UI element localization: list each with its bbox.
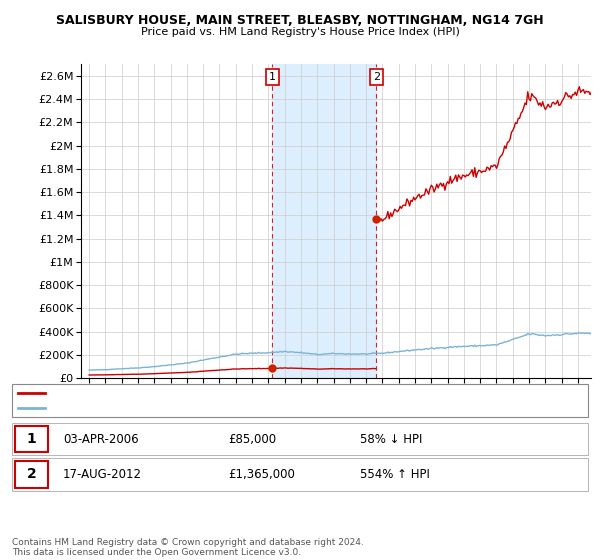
Text: SALISBURY HOUSE, MAIN STREET, BLEASBY, NOTTINGHAM, NG14 7GH: SALISBURY HOUSE, MAIN STREET, BLEASBY, N… — [56, 14, 544, 27]
Text: 1: 1 — [26, 432, 37, 446]
Text: SALISBURY HOUSE, MAIN STREET, BLEASBY, NOTTINGHAM, NG14 7GH (detached house): SALISBURY HOUSE, MAIN STREET, BLEASBY, N… — [51, 389, 469, 398]
Text: £1,365,000: £1,365,000 — [228, 468, 295, 481]
Text: HPI: Average price, detached house, Newark and Sherwood: HPI: Average price, detached house, Newa… — [51, 403, 334, 412]
Text: 17-AUG-2012: 17-AUG-2012 — [63, 468, 142, 481]
Text: 58% ↓ HPI: 58% ↓ HPI — [360, 432, 422, 446]
Text: 1: 1 — [269, 72, 276, 82]
Text: 2: 2 — [26, 467, 37, 482]
Text: £85,000: £85,000 — [228, 432, 276, 446]
Text: 554% ↑ HPI: 554% ↑ HPI — [360, 468, 430, 481]
Bar — [272, 64, 376, 378]
Text: 2: 2 — [373, 72, 380, 82]
Text: Contains HM Land Registry data © Crown copyright and database right 2024.
This d: Contains HM Land Registry data © Crown c… — [12, 538, 364, 557]
Text: 03-APR-2006: 03-APR-2006 — [63, 432, 139, 446]
Text: Price paid vs. HM Land Registry's House Price Index (HPI): Price paid vs. HM Land Registry's House … — [140, 27, 460, 37]
